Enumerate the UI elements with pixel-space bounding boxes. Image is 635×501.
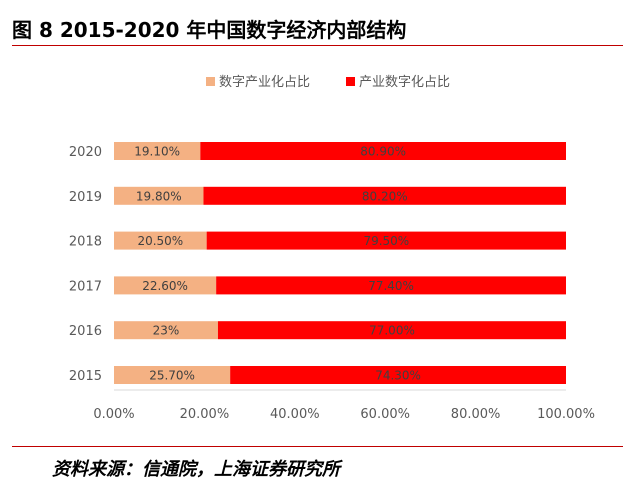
data-label: 19.80% [136, 189, 182, 203]
source-note: 资料来源：信通院，上海证券研究所 [52, 459, 340, 480]
bar-segment [230, 366, 566, 384]
x-tick-label: 0.00% [93, 407, 134, 422]
bar-segment [203, 186, 566, 205]
bar-segment [114, 142, 201, 160]
x-tick-label: 40.00% [270, 407, 320, 422]
data-label: 77.00% [369, 324, 415, 338]
category-label: 2020 [69, 145, 102, 160]
legend-label: 数字产业化占比 [219, 75, 310, 90]
bar-segment [114, 276, 217, 295]
source-rule [12, 446, 623, 447]
x-tick-label: 100.00% [537, 407, 595, 422]
data-label: 80.90% [360, 145, 406, 159]
x-tick-label: 20.00% [180, 407, 230, 422]
category-label: 2016 [69, 324, 102, 339]
data-label: 77.40% [368, 279, 414, 293]
data-label: 79.50% [363, 234, 409, 248]
title-rule [12, 45, 623, 46]
legend-swatch [346, 77, 355, 86]
bar-segment [114, 231, 207, 250]
figure-title: 图 8 2015-2020 年中国数字经济内部结构 [12, 18, 407, 42]
category-label: 2018 [69, 235, 102, 250]
bar-segment [216, 276, 567, 295]
data-label: 20.50% [137, 234, 183, 248]
data-label: 25.70% [149, 369, 195, 383]
bar-segment [206, 231, 566, 250]
bar-segment [114, 186, 204, 205]
data-label: 23% [153, 324, 180, 338]
bar-segment [114, 366, 231, 384]
bar-segment [114, 321, 218, 340]
legend-label: 产业数字化占比 [359, 75, 450, 90]
data-label: 74.30% [375, 369, 421, 383]
x-tick-label: 60.00% [360, 407, 410, 422]
bar-segment [217, 321, 566, 340]
x-tick-label: 80.00% [451, 407, 501, 422]
data-label: 22.60% [142, 279, 188, 293]
category-label: 2015 [69, 369, 102, 384]
legend-swatch [206, 77, 215, 86]
bar-segment [200, 142, 566, 160]
category-label: 2017 [69, 279, 102, 294]
data-label: 19.10% [134, 145, 180, 159]
data-label: 80.20% [362, 189, 408, 203]
category-label: 2019 [69, 190, 102, 205]
